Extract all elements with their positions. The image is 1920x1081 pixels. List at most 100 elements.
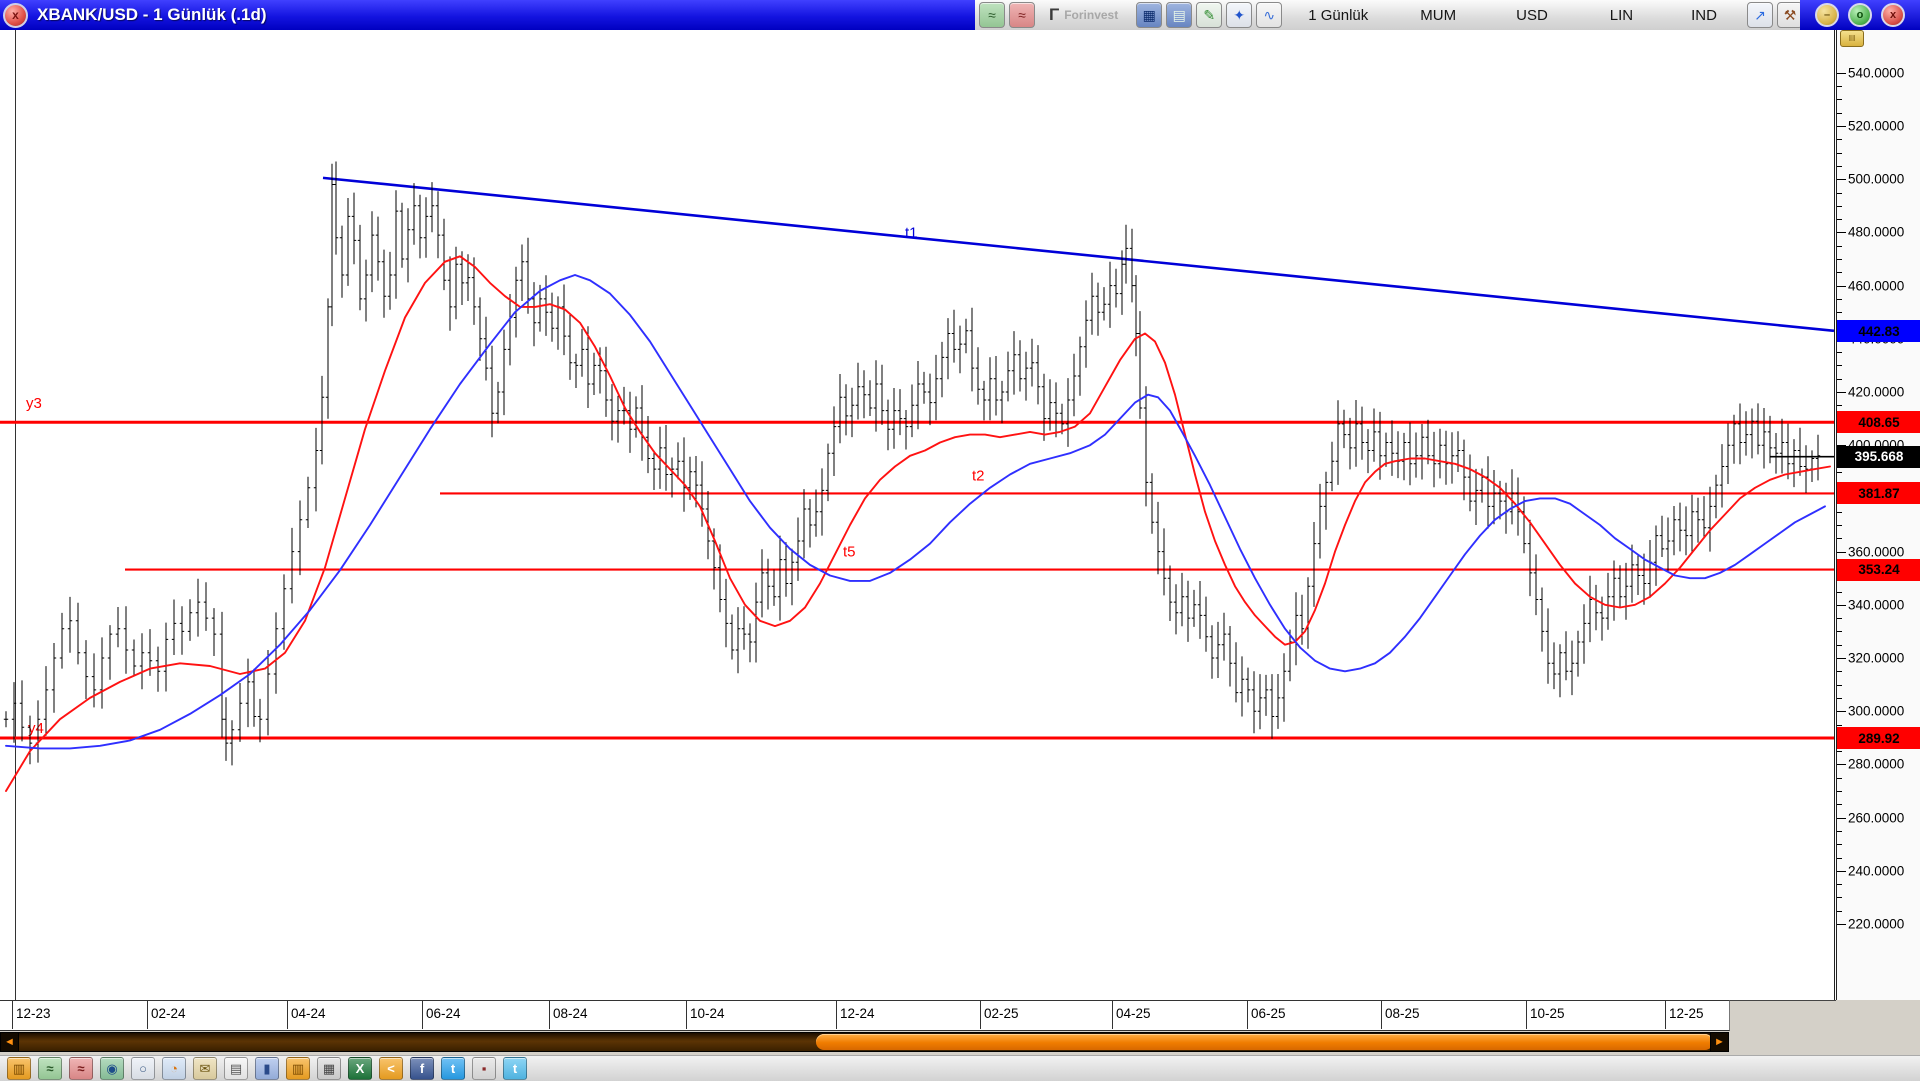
date-label-08-25: 08-25 [1385,1006,1420,1021]
price-major-tick [1837,126,1846,127]
trendline-t1[interactable] [322,176,1835,333]
chart-wizard-red-icon[interactable]: ≈ [1009,2,1035,28]
axis-corner-icon[interactable]: ‖‖ [1840,30,1864,47]
printer-icon[interactable]: ▦ [317,1057,341,1080]
date-tick [980,1001,981,1029]
currency-selector[interactable]: USD [1516,6,1548,24]
price-axis-label: 260.0000 [1848,810,1905,826]
price-minor-tick [1837,259,1842,260]
price-axis-label: 500.0000 [1848,171,1905,187]
minimize-button[interactable]: – [1815,3,1839,27]
price-axis-label: 300.0000 [1848,703,1905,719]
price-axis-label: 360.0000 [1848,544,1905,560]
globe-chart-icon[interactable]: ◉ [100,1057,124,1080]
indicator-selector[interactable]: IND [1691,6,1717,24]
compass-icon[interactable]: ✦ [1226,2,1253,28]
facebook-icon[interactable]: f [410,1057,434,1080]
zoom-icon[interactable]: ○ [131,1057,155,1080]
date-label-12-25: 12-25 [1669,1006,1704,1021]
forinvest-logo-text: Forinvest [1064,8,1119,22]
share-icon[interactable]: < [379,1057,403,1080]
tweet-circle-icon[interactable]: t [503,1057,527,1080]
price-major-tick [1837,817,1846,819]
date-label-04-24: 04-24 [291,1006,326,1021]
price-tag-289.92: 289.92 [1837,727,1920,749]
price-minor-tick [1837,152,1842,154]
price-axis-label: 520.0000 [1848,118,1905,134]
indicator-grid-icon[interactable]: ▦ [1136,2,1163,28]
price-axis-label: 460.0000 [1848,278,1905,294]
price-major-tick [1837,445,1846,447]
close-button[interactable]: x [1881,3,1905,27]
report-orange-icon[interactable]: ▥ [7,1057,31,1080]
date-label-06-24: 06-24 [426,1006,461,1021]
date-label-12-24: 12-24 [840,1006,875,1021]
level-label-t5: t5 [843,544,856,561]
twitter-icon[interactable]: t [441,1057,465,1080]
draw-pencil-icon[interactable]: ✎ [1196,2,1223,28]
chart-type-selector[interactable]: MUM [1420,6,1457,24]
price-minor-tick [1837,684,1842,686]
level-label-y4: y4 [28,720,44,737]
pointer-arrow-icon[interactable]: ↗ [1746,2,1773,28]
clip-icon[interactable]: ▪ [472,1057,496,1080]
price-tag-381.87: 381.87 [1837,482,1920,505]
date-axis[interactable]: 12-23 02-24 04-24 06-24 08-24 10-24 12-24 02-25… [0,1000,1730,1031]
chart-wizard-green-icon[interactable]: ≈ [979,2,1005,28]
price-minor-tick [1837,525,1842,526]
mail-icon[interactable]: ✉ [193,1057,217,1080]
date-label-06-25: 06-25 [1251,1006,1286,1021]
ohlc-ticks [3,184,1821,744]
restore-button[interactable]: o [1848,3,1872,27]
tools-icon[interactable]: ⚒ [1776,2,1803,28]
ohlc-bars [5,161,1819,766]
scrollbar-thumb[interactable] [816,1034,1713,1050]
date-tick [1665,1001,1666,1029]
excel-export-icon[interactable]: X [348,1057,372,1080]
price-tag-395.668: 395.668 [1837,445,1920,468]
chart-window-icon[interactable]: ▤ [1166,2,1193,28]
price-minor-tick [1837,644,1842,646]
scale-selector[interactable]: LIN [1609,6,1634,24]
price-minor-tick [1837,192,1842,194]
price-major-tick [1837,72,1846,74]
browser-globe-icon[interactable]: ◔ [162,1057,186,1080]
date-tick [422,1001,423,1029]
indicator-pulse-icon[interactable]: ∿ [1256,2,1283,28]
price-minor-tick [1837,751,1842,753]
chart-title: XBANK/USD - 1 Günlük (.1d) [37,5,267,24]
chart-plot-area[interactable]: y3 t2 t5 y4 t1 [0,30,1836,1001]
price-axis-label: 220.0000 [1848,916,1905,932]
scroll-right-arrow[interactable]: ► [1710,1033,1728,1051]
price-major-tick [1837,551,1846,553]
price-chart-canvas: y3 t2 t5 y4 t1 [0,30,1835,1000]
scroll-left-arrow[interactable]: ◄ [1,1033,19,1051]
date-tick [686,1001,687,1029]
chart-red-icon[interactable]: ≈ [69,1057,93,1080]
date-label-02-24: 02-24 [151,1006,186,1021]
date-tick [1381,1001,1382,1029]
database-icon[interactable]: ▮ [255,1057,279,1080]
price-minor-tick [1837,86,1842,88]
price-minor-tick [1837,312,1842,314]
date-tick [147,1001,148,1029]
price-major-tick [1837,764,1846,766]
price-minor-tick [1837,205,1842,207]
price-minor-tick [1837,631,1842,633]
date-label-04-25: 04-25 [1116,1006,1151,1021]
period-selector[interactable]: 1 Günlük [1308,6,1369,24]
price-axis-label: 340.0000 [1848,597,1905,613]
chart-close-button[interactable]: x [3,2,28,28]
price-major-tick [1837,658,1846,659]
price-minor-tick [1837,165,1842,167]
price-minor-tick [1837,777,1842,779]
price-minor-tick [1837,99,1842,101]
forinvest-logo: Γ Forinvest [1049,5,1118,25]
print-preview-icon[interactable]: ▤ [224,1057,248,1080]
report-orange2-icon[interactable]: ▥ [286,1057,310,1080]
price-minor-tick [1837,139,1842,141]
chart-green-icon[interactable]: ≈ [38,1057,62,1080]
horizontal-scrollbar[interactable]: ◄ ► [0,1032,1729,1052]
ma-fast-red-line [5,255,1831,792]
price-axis[interactable]: 220.0000 240.0000 260.0000 280.0000 300.0000… [1836,30,1920,1000]
